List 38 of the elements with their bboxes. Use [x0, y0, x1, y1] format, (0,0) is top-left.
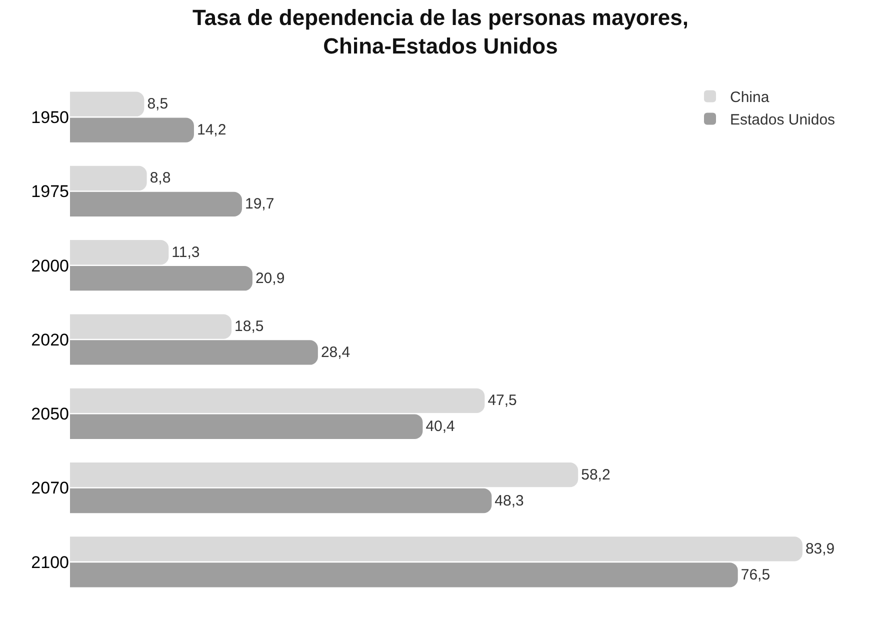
y-tick-label: 2050 — [31, 404, 69, 424]
data-label: 47,5 — [488, 392, 517, 410]
y-tick-label: 1975 — [31, 182, 69, 202]
bar — [70, 118, 194, 142]
data-label: 8,5 — [147, 96, 168, 113]
bar — [70, 388, 485, 413]
bar — [70, 562, 738, 588]
bar — [70, 462, 578, 488]
data-label: 18,5 — [234, 318, 264, 336]
bar — [70, 266, 252, 291]
data-label: 58,2 — [581, 466, 610, 484]
y-tick-label: 1950 — [31, 108, 69, 128]
bar — [70, 340, 318, 365]
y-tick-label: 2100 — [31, 552, 69, 572]
data-label: 76,5 — [740, 566, 770, 584]
data-label: 20,9 — [255, 270, 285, 287]
bar — [70, 536, 802, 562]
legend-label: Estados Unidos — [730, 112, 836, 129]
legend-label: China — [730, 89, 770, 106]
y-tick-label: 2000 — [31, 256, 69, 276]
data-label: 19,7 — [244, 196, 274, 213]
chart-title: Tasa de dependencia de las personas mayores, China-Estados Unidos — [192, 4, 689, 59]
bar — [70, 92, 144, 116]
data-label: 28,4 — [320, 344, 350, 361]
data-label: 48,3 — [494, 492, 524, 510]
bar — [70, 488, 492, 514]
bar — [70, 414, 423, 439]
y-tick-label: 2020 — [31, 330, 69, 350]
data-label: 83,9 — [805, 540, 835, 558]
bar — [70, 314, 232, 339]
data-label: 11,3 — [172, 244, 200, 261]
data-label: 14,2 — [196, 122, 226, 139]
y-tick-label: 2070 — [31, 478, 69, 498]
bar — [70, 192, 242, 217]
bar — [70, 240, 169, 265]
data-label: 8,8 — [150, 170, 171, 187]
data-label: 40,4 — [426, 418, 455, 436]
bar — [70, 166, 147, 191]
